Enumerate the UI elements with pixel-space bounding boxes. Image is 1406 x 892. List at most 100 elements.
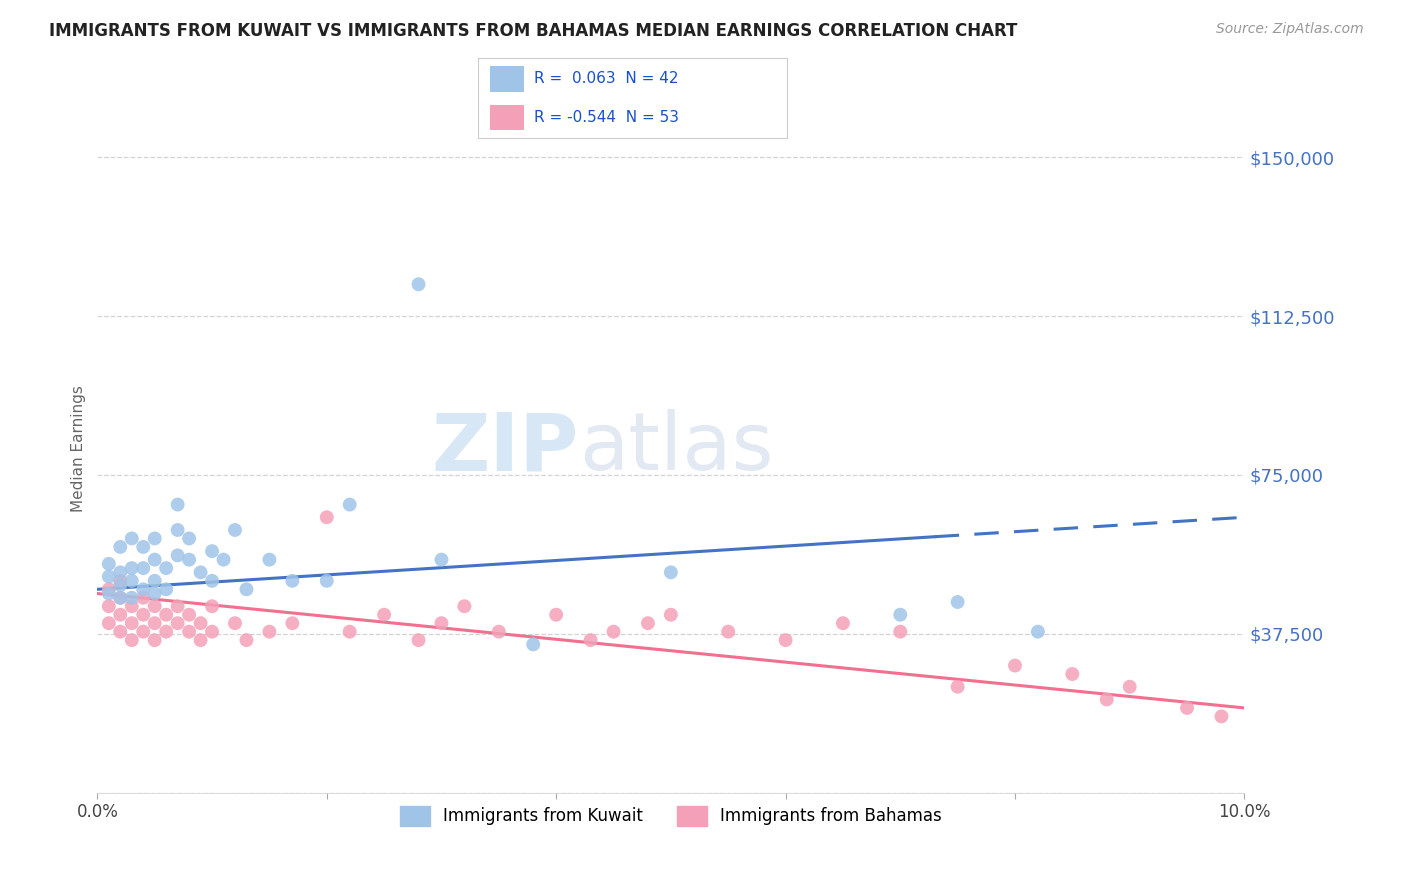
Point: [430, 552, 453, 566]
Point: [155, 624, 177, 639]
Point: [143, 586, 166, 600]
Point: [889, 607, 911, 622]
Point: [339, 498, 361, 512]
Point: [166, 616, 188, 631]
Point: [224, 523, 246, 537]
Point: [408, 633, 430, 648]
Point: [201, 599, 224, 614]
Point: [1118, 680, 1140, 694]
Point: [1095, 692, 1118, 706]
Point: [166, 599, 188, 614]
Point: [1062, 667, 1084, 681]
Text: atlas: atlas: [579, 409, 773, 487]
Point: [179, 624, 201, 639]
Point: [315, 510, 337, 524]
Point: [110, 607, 132, 622]
Text: R = -0.544  N = 53: R = -0.544 N = 53: [534, 110, 679, 125]
Point: [1175, 701, 1198, 715]
Point: [97, 557, 120, 571]
Point: [132, 582, 155, 597]
Text: Source: ZipAtlas.com: Source: ZipAtlas.com: [1216, 22, 1364, 37]
Point: [132, 591, 155, 605]
Y-axis label: Median Earnings: Median Earnings: [72, 385, 86, 512]
Point: [659, 607, 682, 622]
Point: [97, 582, 120, 597]
FancyBboxPatch shape: [491, 66, 524, 92]
Point: [224, 616, 246, 631]
Point: [121, 532, 143, 546]
Point: [602, 624, 624, 639]
Point: [179, 532, 201, 546]
Point: [179, 552, 201, 566]
Point: [143, 599, 166, 614]
Point: [132, 607, 155, 622]
Point: [166, 523, 188, 537]
Point: [110, 578, 132, 592]
Point: [121, 561, 143, 575]
Point: [190, 633, 212, 648]
Point: [1004, 658, 1026, 673]
Text: R =  0.063  N = 42: R = 0.063 N = 42: [534, 71, 678, 87]
Point: [110, 566, 132, 580]
Point: [281, 616, 304, 631]
Point: [143, 532, 166, 546]
Point: [121, 574, 143, 588]
Point: [132, 540, 155, 554]
Point: [212, 552, 235, 566]
Point: [201, 574, 224, 588]
Point: [259, 552, 281, 566]
Point: [121, 616, 143, 631]
Point: [97, 569, 120, 583]
Point: [946, 680, 969, 694]
Text: ZIP: ZIP: [432, 409, 579, 487]
Point: [832, 616, 855, 631]
Point: [339, 624, 361, 639]
Legend: Immigrants from Kuwait, Immigrants from Bahamas: Immigrants from Kuwait, Immigrants from …: [394, 799, 949, 832]
Point: [281, 574, 304, 588]
Point: [775, 633, 797, 648]
Point: [166, 549, 188, 563]
Point: [659, 566, 682, 580]
Point: [946, 595, 969, 609]
Point: [179, 607, 201, 622]
Point: [143, 574, 166, 588]
Point: [110, 574, 132, 588]
Point: [143, 616, 166, 631]
Point: [522, 637, 544, 651]
Point: [143, 633, 166, 648]
Point: [1026, 624, 1049, 639]
Point: [408, 277, 430, 292]
Point: [97, 616, 120, 631]
Point: [110, 591, 132, 605]
Point: [190, 566, 212, 580]
Point: [235, 633, 257, 648]
Point: [201, 624, 224, 639]
Point: [155, 561, 177, 575]
Point: [201, 544, 224, 558]
Point: [190, 616, 212, 631]
Point: [121, 599, 143, 614]
Point: [132, 561, 155, 575]
Point: [259, 624, 281, 639]
Point: [97, 586, 120, 600]
Point: [110, 591, 132, 605]
Point: [166, 498, 188, 512]
Point: [121, 591, 143, 605]
Point: [889, 624, 911, 639]
Point: [235, 582, 257, 597]
Point: [110, 624, 132, 639]
Point: [453, 599, 475, 614]
Point: [155, 582, 177, 597]
Point: [97, 599, 120, 614]
Point: [1211, 709, 1233, 723]
Point: [637, 616, 659, 631]
Point: [373, 607, 395, 622]
Point: [717, 624, 740, 639]
Point: [155, 607, 177, 622]
Point: [546, 607, 568, 622]
Point: [121, 633, 143, 648]
Point: [132, 624, 155, 639]
Point: [488, 624, 510, 639]
Point: [143, 552, 166, 566]
Point: [430, 616, 453, 631]
